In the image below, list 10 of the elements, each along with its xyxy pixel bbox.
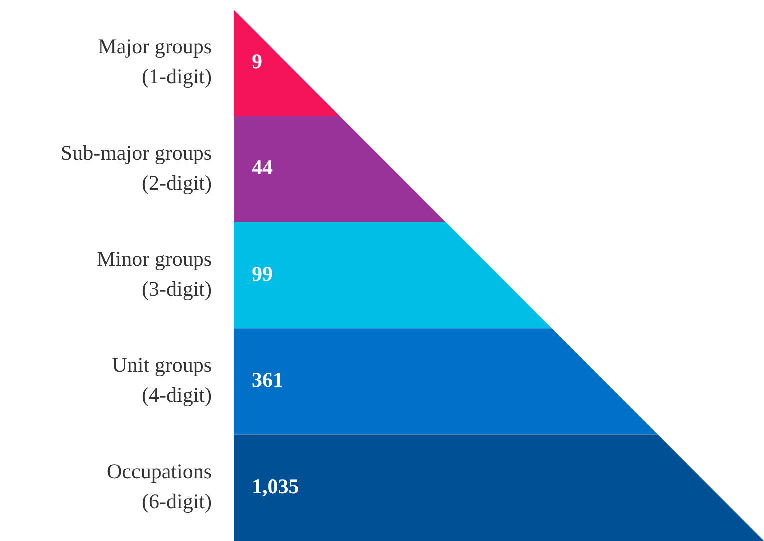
data-label: 1,035 [252,474,300,498]
category-label: Occupations (6-digit) [107,459,212,514]
data-label: 44 [252,156,274,180]
category-label: Sub-major groups (2-digit) [60,140,212,195]
data-label: 361 [252,368,284,392]
data-label: 9 [252,50,262,74]
category-label: Major groups (1-digit) [98,34,212,89]
category-label: Minor groups (3-digit) [97,247,212,302]
category-label: Unit groups (4-digit) [112,353,212,408]
data-label: 99 [252,262,273,286]
